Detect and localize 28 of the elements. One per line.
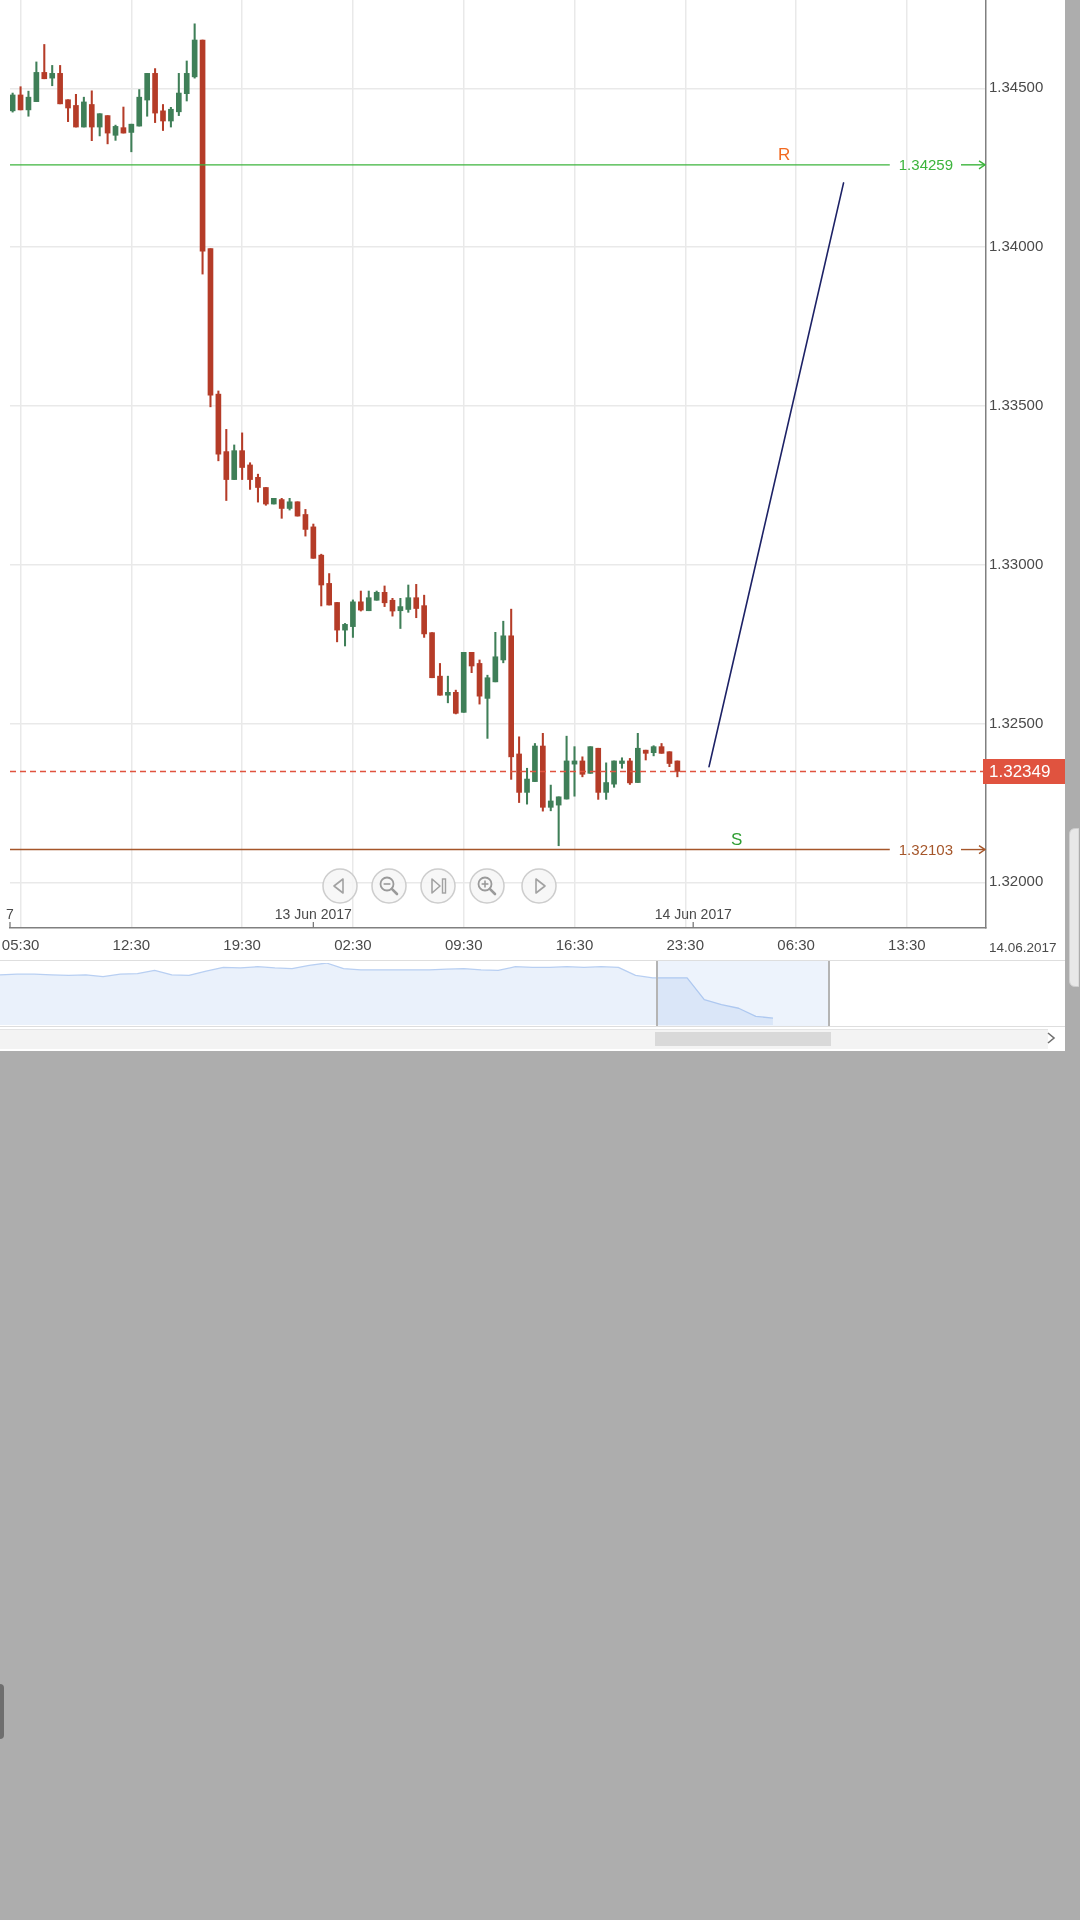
candlestick <box>294 501 301 517</box>
ref-line-label: 1.32103 <box>898 840 954 858</box>
y-tick-label: 1.33000 <box>989 554 1044 572</box>
annotation: S <box>731 829 743 849</box>
y-tick-label: 1.34500 <box>989 78 1044 96</box>
x-tick-label: 23:30 <box>666 936 705 954</box>
x2-tick-label: 13 Jun 2017 <box>274 906 353 922</box>
candlestick <box>460 652 467 713</box>
annotation: R <box>778 144 791 164</box>
candlestick <box>587 746 594 774</box>
x-tick-label: 13:30 <box>888 936 926 954</box>
x-tick-label: 05:30 <box>1 936 40 954</box>
y-tick-label: 1.33500 <box>989 396 1044 414</box>
ref-line-label: 1.34259 <box>898 155 954 173</box>
x-tick-label: 06:30 <box>777 936 815 954</box>
ref-line-label: 1.32349 <box>989 762 1051 782</box>
y-tick-label: 1.32000 <box>989 872 1044 890</box>
x2-tick-label: 7 <box>6 906 15 922</box>
candlestick <box>270 497 277 505</box>
y-tick-label: 1.32500 <box>989 713 1044 731</box>
x2-tick-label: 14 Jun 2017 <box>654 906 732 922</box>
x-tick-label: 16:30 <box>555 936 594 954</box>
x-tick-label: 02:30 <box>334 936 372 954</box>
x-tick-label: 09:30 <box>444 936 483 954</box>
y-tick-label: 1.34000 <box>989 237 1044 255</box>
x-tick-label: 19:30 <box>223 936 261 954</box>
x-tick-label: 12:30 <box>112 936 151 954</box>
text: 14.06.2017 <box>989 940 1057 955</box>
